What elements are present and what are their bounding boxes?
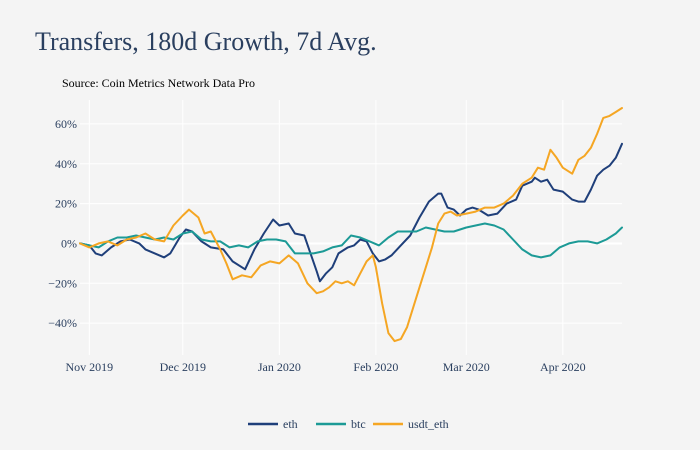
grid-layer [80,100,622,355]
legend-label: eth [283,417,298,431]
legend-label: usdt_eth [408,417,449,431]
series-line-btc [79,222,623,259]
series-layer [79,107,623,343]
y-tick-label: −40% [48,316,77,330]
chart-subtitle: Source: Coin Metrics Network Data Pro [62,76,255,90]
x-tick-label: Jan 2020 [258,360,301,374]
y-tick-label: 20% [55,197,77,211]
axis-layer: −40% −20% 0% 20% 40% 60% Nov 2019 Dec 2019 Jan 2… [48,117,585,374]
legend-item-usdt-eth[interactable]: usdt_eth [373,417,449,431]
x-tick-label: Apr 2020 [540,360,586,374]
series-line-usdt-eth [79,107,623,343]
legend-item-eth[interactable]: eth [248,417,298,431]
x-tick-label: Nov 2019 [66,360,114,374]
x-tick-label: Dec 2019 [160,360,206,374]
x-tick-label: Feb 2020 [353,360,398,374]
x-tick-label: Mar 2020 [443,360,490,374]
y-tick-label: 0% [61,236,77,250]
y-tick-label: 40% [55,157,77,171]
legend-item-btc[interactable]: btc [316,417,366,431]
y-tick-label: 60% [55,117,77,131]
series-line-eth [79,142,623,283]
legend[interactable]: eth btc usdt_eth [248,417,449,431]
y-tick-label: −20% [48,276,77,290]
legend-label: btc [351,417,366,431]
chart-title: Transfers, 180d Growth, 7d Avg. [35,27,377,56]
